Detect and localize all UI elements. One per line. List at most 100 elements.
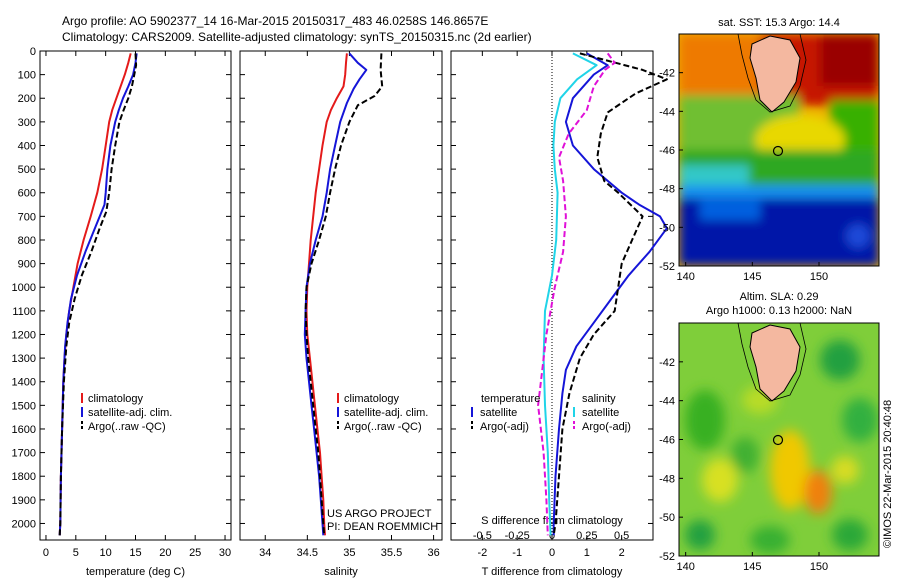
x-tick-label: 36 — [427, 547, 439, 559]
x-tick-label: 10 — [100, 547, 112, 559]
legend-label: Argo(..raw -QC) — [344, 421, 422, 433]
x-tick-label: -2 — [477, 547, 487, 559]
series-line-2 — [304, 53, 384, 536]
x-tick-label: 0 — [549, 547, 555, 559]
map-x-tick-label: 150 — [810, 561, 828, 573]
legend-label: climatology — [344, 393, 400, 405]
map-y-tick-label: -48 — [659, 184, 675, 196]
series-line-2 — [58, 53, 138, 536]
map-x-tick-label: 145 — [743, 561, 761, 573]
x-tick-label: 35.5 — [381, 547, 402, 559]
y-tick-label: 800 — [18, 235, 36, 247]
x-axis-label: salinity — [324, 566, 358, 578]
x-tick-label: 15 — [129, 547, 141, 559]
y-tick-label: 500 — [18, 164, 36, 176]
y-tick-label: 1300 — [12, 353, 36, 365]
x-tick-label: 25 — [189, 547, 201, 559]
difference-panel: -2 -1 0 1 2 -0.5 -0.25 0 0.25 0.5 S difference fro… — [450, 50, 668, 578]
map-y-tick-label: -52 — [659, 261, 675, 273]
y-tick-label: 700 — [18, 211, 36, 223]
map-y-tick-label: -50 — [659, 512, 675, 524]
legend-label: satellite — [480, 407, 517, 419]
series-line-3 — [537, 52, 616, 536]
sla-field — [679, 323, 879, 556]
y-tick-label: 200 — [18, 93, 36, 105]
s-tick-label: 0.5 — [614, 530, 629, 542]
map-y-tick-label: -44 — [659, 396, 675, 408]
series-line-1 — [552, 52, 668, 536]
legend-label: satellite-adj. clim. — [88, 407, 172, 419]
y-tick-label: 1400 — [12, 377, 36, 389]
y-tick-label: 400 — [18, 140, 36, 152]
x-tick-label: 1 — [584, 547, 590, 559]
sst-field — [679, 34, 879, 266]
series-line-1 — [303, 52, 368, 536]
y-tick-label: 1200 — [12, 329, 36, 341]
map-y-tick-label: -42 — [659, 357, 675, 369]
x-axis-label: T difference from climatology — [482, 566, 623, 578]
s-tick-label: 0.25 — [576, 530, 597, 542]
legend-label: satellite-adj. clim. — [344, 407, 428, 419]
title-line-2: Climatology: CARS2009. Satellite-adjuste… — [62, 30, 532, 44]
x-tick-label: 2 — [619, 547, 625, 559]
legend-label: Argo(-adj) — [582, 421, 631, 433]
plot-area — [39, 50, 232, 541]
argo-float-marker — [772, 145, 784, 157]
project-credit: US ARGO PROJECT — [327, 508, 432, 520]
y-tick-label: 1100 — [12, 306, 36, 318]
temperature-panel: 0 5 10 15 20 25 300100200300400500600700800900… — [12, 46, 232, 578]
sst-map-title: sat. SST: 15.3 Argo: 14.4 — [718, 17, 840, 29]
y-tick-label: 2000 — [12, 518, 36, 530]
plot-area — [239, 50, 443, 541]
imos-stamp: ©IMOS 22-Mar-2015 20:40:48 — [882, 400, 894, 548]
map-y-tick-label: -42 — [659, 68, 675, 80]
x-tick-label: 30 — [219, 547, 231, 559]
x-tick-label: 34.5 — [297, 547, 318, 559]
series-line-2 — [542, 52, 598, 536]
map-x-tick-label: 140 — [676, 271, 694, 283]
map-x-tick-label: 150 — [810, 271, 828, 283]
map-y-tick-label: -46 — [659, 435, 675, 447]
legend-label: Argo(..raw -QC) — [88, 421, 166, 433]
x-axis-label: temperature (deg C) — [86, 566, 185, 578]
pi-credit: PI: DEAN ROEMMICH — [327, 521, 438, 533]
sla-map-subtitle: Argo h1000: 0.13 h2000: NaN — [706, 305, 852, 317]
legend-label: satellite — [582, 407, 619, 419]
tasmania-landmass — [749, 35, 801, 113]
y-tick-label: 600 — [18, 188, 36, 200]
y-tick-label: 1900 — [12, 495, 36, 507]
legend-label: Argo(-adj) — [480, 421, 529, 433]
map-y-tick-label: -52 — [659, 551, 675, 563]
y-tick-label: 1000 — [12, 282, 36, 294]
map-y-tick-label: -46 — [659, 145, 675, 157]
x-tick-label: 0 — [43, 547, 49, 559]
s-tick-label: -0.5 — [473, 530, 492, 542]
y-tick-label: 0 — [30, 46, 36, 58]
s-tick-label: 0 — [549, 530, 555, 542]
s-axis-label: S difference from climatology — [481, 515, 623, 527]
y-tick-label: 1700 — [12, 448, 36, 460]
y-tick-label: 1800 — [12, 471, 36, 483]
x-tick-label: 5 — [73, 547, 79, 559]
x-tick-label: 35 — [343, 547, 355, 559]
map-y-tick-label: -44 — [659, 106, 675, 118]
x-tick-label: 20 — [159, 547, 171, 559]
title-line-1: Argo profile: AO 5902377_14 16-Mar-2015 … — [62, 14, 488, 28]
salinity-panel: 34 34.5 35 35.5 36 salinity climatology satelli… — [239, 50, 443, 578]
series-line-0 — [552, 52, 668, 536]
sst-map: sat. SST: 15.3 Argo: 14.4 140 14 — [659, 17, 880, 283]
y-tick-label: 1500 — [12, 400, 36, 412]
y-tick-label: 900 — [18, 259, 36, 271]
legend-label: climatology — [88, 393, 144, 405]
sla-map-title: Altim. SLA: 0.29 — [740, 291, 819, 303]
legend-title-temperature: temperature — [481, 393, 540, 405]
sla-map: Altim. SLA: 0.29 Argo h1000: 0.13 h2000:… — [659, 291, 880, 573]
legend-title-salinity: salinity — [582, 393, 616, 405]
map-y-tick-label: -48 — [659, 473, 675, 485]
x-tick-label: 34 — [259, 547, 271, 559]
map-x-tick-label: 140 — [676, 561, 694, 573]
s-tick-label: -0.25 — [505, 530, 530, 542]
map-x-tick-label: 145 — [743, 271, 761, 283]
plot-area — [450, 50, 654, 541]
